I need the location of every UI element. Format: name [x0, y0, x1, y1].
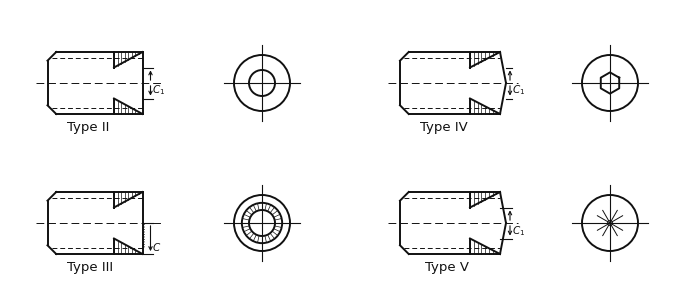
Text: $C_1$: $C_1$ — [153, 84, 166, 98]
Text: Type IV: Type IV — [420, 122, 468, 135]
Text: Type III: Type III — [67, 262, 113, 275]
Text: $C_1$: $C_1$ — [512, 224, 525, 237]
Text: Type V: Type V — [425, 262, 469, 275]
Text: Type II: Type II — [67, 122, 109, 135]
Text: $C_1$: $C_1$ — [512, 84, 525, 98]
Text: $C$: $C$ — [153, 241, 162, 253]
